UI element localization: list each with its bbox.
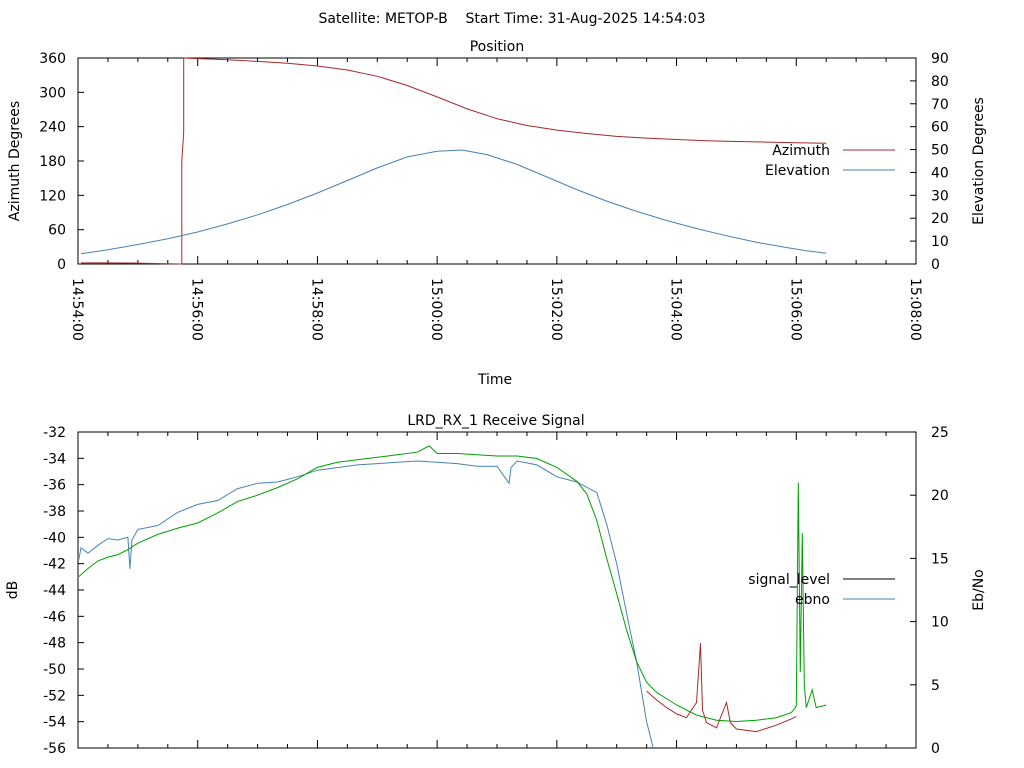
y-tick-label: 360	[39, 51, 66, 67]
y-tick-label: -52	[43, 688, 66, 704]
series-line-elevation	[80, 149, 827, 255]
y-tick-label: -34	[43, 451, 66, 467]
x-tick-label: 14:58:00	[308, 278, 324, 341]
position-y-axis-label: Azimuth Degrees	[7, 101, 23, 221]
main-title: Satellite: METOP-B Start Time: 31-Aug-20…	[318, 11, 705, 27]
series-line-azimuth	[81, 57, 827, 265]
position-chart-title: Position	[470, 39, 525, 55]
y2-tick-label: 70	[931, 97, 949, 113]
y-tick-label: -46	[43, 609, 66, 625]
x-tick-label: 15:04:00	[668, 278, 684, 341]
position-right-axis: 0 10 20 30 40 50 60 70 80 90	[910, 51, 949, 273]
signal-y2-axis-label: Eb/No	[971, 569, 987, 611]
y-tick-label: -38	[43, 504, 66, 520]
y2-tick-label: 0	[931, 257, 940, 273]
y2-tick-label: 5	[931, 678, 940, 694]
y2-tick-label: 90	[931, 51, 949, 67]
position-time-axis: 14:54:00 14:56:00 14:58:00 15:00:00 15:02:00…	[69, 58, 923, 341]
y-tick-label: 120	[39, 188, 66, 204]
legend-label-signal-level: signal_level	[748, 572, 830, 588]
x-tick-label: 14:54:00	[69, 278, 85, 341]
y2-tick-label: 20	[931, 488, 949, 504]
y-tick-label: -48	[43, 636, 66, 652]
y2-tick-label: 40	[931, 165, 949, 181]
signal-left-axis: -32 -34 -36 -38 -40 -42 -44 -46 -48 -50 -52 -54 -56	[43, 425, 84, 757]
y2-tick-label: 50	[931, 143, 949, 159]
y-tick-label: -40	[43, 530, 66, 546]
y2-tick-label: 30	[931, 188, 949, 204]
y2-tick-label: 80	[931, 74, 949, 90]
y2-tick-label: 10	[931, 234, 949, 250]
y-tick-label: -36	[43, 478, 66, 494]
signal-chart-title: LRD_RX_1 Receive Signal	[407, 413, 584, 429]
x-tick-label: 15:06:00	[787, 278, 803, 341]
x-tick-label: 15:00:00	[428, 278, 444, 341]
y2-tick-label: 60	[931, 120, 949, 136]
legend-label-elevation: Elevation	[765, 163, 830, 179]
y2-tick-label: 25	[931, 425, 949, 441]
signal-series	[79, 445, 827, 748]
y2-tick-label: 15	[931, 551, 949, 567]
position-plot-frame	[77, 57, 917, 265]
y-tick-label: 240	[39, 120, 66, 136]
y-tick-label: 0	[57, 257, 66, 273]
series-line-trace-3	[646, 643, 797, 733]
y-tick-label: -42	[43, 557, 66, 573]
x-tick-label: 14:56:00	[189, 278, 205, 341]
position-chart: Position 0 60 120 180 240 300 360 0 10 20 30 40 50 6…	[7, 39, 987, 388]
y-tick-label: 180	[39, 154, 66, 170]
y-tick-label: -56	[43, 741, 66, 757]
position-legend: Azimuth Elevation	[765, 143, 895, 179]
y2-tick-label: 20	[931, 211, 949, 227]
y2-tick-label: 10	[931, 615, 949, 631]
y-tick-label: -44	[43, 583, 66, 599]
y-tick-label: 60	[48, 223, 66, 239]
signal-plot-frame	[77, 431, 917, 749]
position-x-axis-label: Time	[477, 372, 512, 388]
x-tick-label: 15:02:00	[548, 278, 564, 341]
signal-chart: LRD_RX_1 Receive Signal -32-34-36-38-40-…	[5, 413, 987, 757]
legend-label-azimuth: Azimuth	[772, 143, 830, 159]
position-series	[80, 57, 827, 265]
signal-y-axis-label: dB	[5, 581, 21, 600]
y-tick-label: -50	[43, 662, 66, 678]
y2-tick-label: 0	[931, 741, 940, 757]
position-left-axis: 0 60 120 180 240 300 360	[39, 51, 84, 273]
signal-right-axis: 0 5 10 15 20 25	[910, 425, 949, 757]
position-y2-axis-label: Elevation Degrees	[971, 97, 987, 225]
signal-time-axis	[77, 432, 917, 748]
legend-label-ebno: ebno	[795, 592, 830, 608]
y-tick-label: -32	[43, 425, 66, 441]
series-line-trace-2	[79, 445, 827, 723]
y-tick-label: -54	[43, 715, 66, 731]
y-tick-label: 300	[39, 85, 66, 101]
series-line-ebno	[79, 460, 827, 748]
x-tick-label: 15:08:00	[907, 278, 923, 341]
